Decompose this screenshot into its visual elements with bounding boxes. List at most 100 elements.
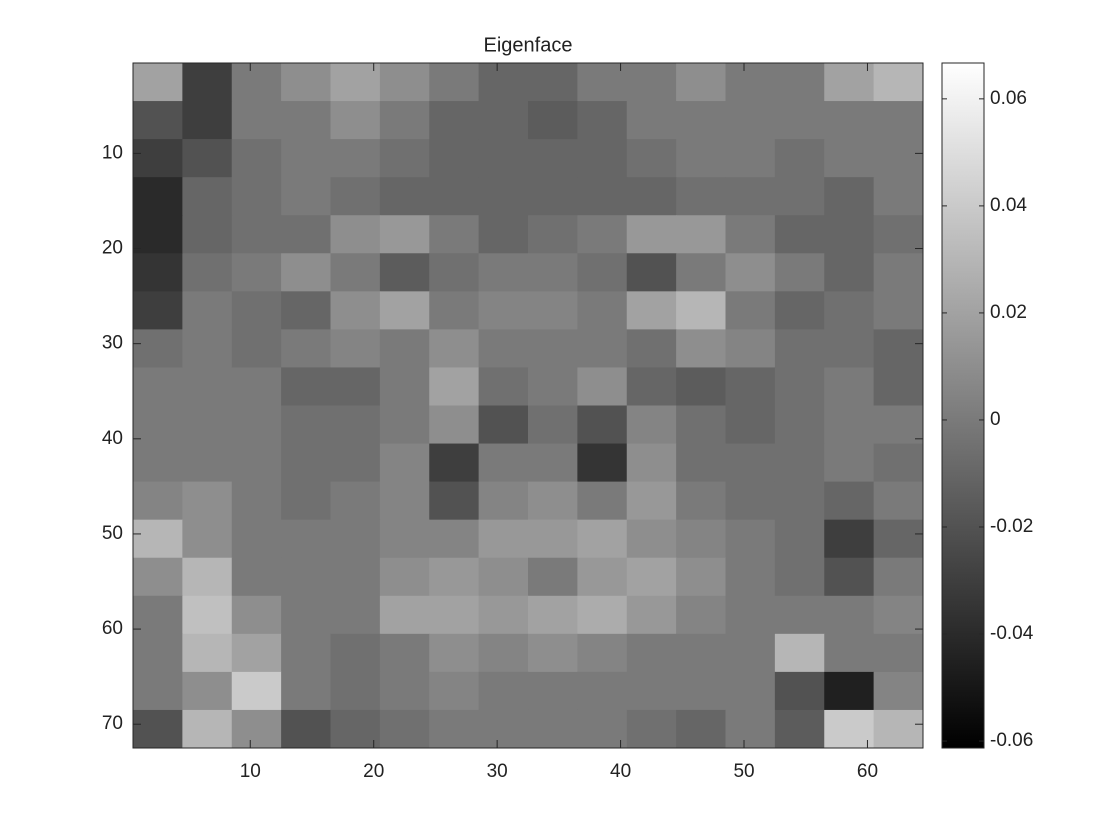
y-tick-label: 60 xyxy=(102,618,123,639)
cell xyxy=(281,215,331,254)
cell xyxy=(577,481,628,521)
cell xyxy=(774,633,825,673)
cell xyxy=(429,443,480,483)
y-tick-label: 30 xyxy=(102,333,123,354)
cell xyxy=(774,671,825,711)
cell xyxy=(231,595,282,635)
cell xyxy=(528,671,578,711)
cell xyxy=(824,215,875,254)
cell xyxy=(528,405,578,445)
cell xyxy=(725,443,776,483)
cell xyxy=(429,63,480,102)
cell xyxy=(281,291,331,330)
cell xyxy=(231,329,282,368)
cell xyxy=(429,329,480,368)
cell xyxy=(429,177,480,216)
cell xyxy=(281,519,331,559)
cell xyxy=(725,709,776,749)
cell xyxy=(824,633,875,673)
cell xyxy=(626,177,677,216)
cell xyxy=(626,101,677,140)
cell xyxy=(133,481,183,521)
cell xyxy=(577,367,628,406)
cell xyxy=(231,557,282,597)
cell xyxy=(231,633,282,673)
cell xyxy=(379,215,430,254)
cell xyxy=(379,519,430,559)
x-tick-label: 40 xyxy=(610,761,631,782)
cell xyxy=(824,63,875,102)
cell xyxy=(774,253,825,292)
cell xyxy=(676,253,726,292)
cell xyxy=(231,139,282,178)
cell xyxy=(379,367,430,406)
cell xyxy=(231,671,282,711)
cell xyxy=(676,633,726,673)
cell xyxy=(330,177,381,216)
cell xyxy=(528,329,578,368)
cell xyxy=(676,215,726,254)
cell xyxy=(725,633,776,673)
cell xyxy=(824,253,875,292)
cell xyxy=(626,557,677,597)
cell xyxy=(182,557,233,597)
cell xyxy=(281,709,331,749)
cell xyxy=(873,177,924,216)
cell xyxy=(824,481,875,521)
cell xyxy=(182,671,233,711)
cell xyxy=(133,671,183,711)
cell xyxy=(528,215,578,254)
cell xyxy=(725,177,776,216)
cell xyxy=(281,253,331,292)
cell xyxy=(429,291,480,330)
cell xyxy=(577,291,628,330)
cell xyxy=(774,215,825,254)
cell xyxy=(330,405,381,445)
cell xyxy=(182,405,233,445)
cell xyxy=(478,443,529,483)
cell xyxy=(182,481,233,521)
cell xyxy=(774,329,825,368)
colorbar-tick-label: -0.06 xyxy=(990,730,1033,751)
cell xyxy=(429,253,480,292)
cell xyxy=(478,405,529,445)
cell xyxy=(478,481,529,521)
cell xyxy=(824,443,875,483)
cell xyxy=(528,291,578,330)
cell xyxy=(676,405,726,445)
cell xyxy=(824,329,875,368)
cell xyxy=(182,215,233,254)
cell xyxy=(182,329,233,368)
cell xyxy=(231,101,282,140)
cell xyxy=(676,291,726,330)
cell xyxy=(528,519,578,559)
cell xyxy=(133,633,183,673)
cell xyxy=(429,519,480,559)
cell xyxy=(429,557,480,597)
cell xyxy=(330,63,381,102)
cell xyxy=(824,177,875,216)
cell xyxy=(379,291,430,330)
cell xyxy=(182,633,233,673)
cell xyxy=(577,557,628,597)
cell xyxy=(379,405,430,445)
cell xyxy=(429,595,480,635)
cell xyxy=(231,519,282,559)
cell xyxy=(133,367,183,406)
cell xyxy=(873,367,924,406)
cell xyxy=(626,443,677,483)
x-tick-label: 30 xyxy=(487,761,508,782)
colorbar-tick-label: 0.02 xyxy=(990,302,1027,323)
y-tick-label: 50 xyxy=(102,523,123,544)
cell xyxy=(429,671,480,711)
cell xyxy=(528,481,578,521)
cell xyxy=(676,557,726,597)
cell xyxy=(379,139,430,178)
cell xyxy=(626,671,677,711)
cell xyxy=(577,329,628,368)
cell xyxy=(429,101,480,140)
x-tick-label: 20 xyxy=(363,761,384,782)
cell xyxy=(429,709,480,749)
cell xyxy=(379,481,430,521)
